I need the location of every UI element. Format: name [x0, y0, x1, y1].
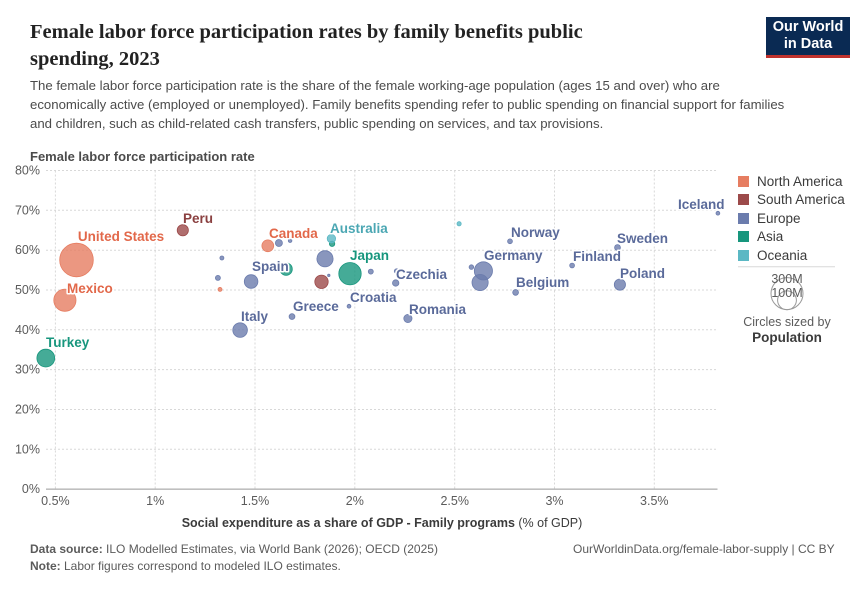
svg-text:Population: Population	[752, 330, 822, 345]
svg-text:Circles sized by: Circles sized by	[743, 315, 831, 329]
svg-text:Poland: Poland	[620, 266, 665, 281]
svg-text:30%: 30%	[15, 363, 40, 377]
svg-text:20%: 20%	[15, 403, 40, 417]
svg-text:Australia: Australia	[330, 221, 388, 236]
svg-text:Social expenditure as a share: Social expenditure as a share of GDP - F…	[182, 516, 583, 530]
svg-text:1.5%: 1.5%	[241, 494, 270, 508]
svg-text:10%: 10%	[15, 442, 40, 456]
svg-text:Germany: Germany	[484, 248, 543, 263]
svg-text:1%: 1%	[146, 494, 164, 508]
svg-text:60%: 60%	[15, 243, 40, 257]
svg-text:300M: 300M	[771, 272, 802, 286]
svg-text:50%: 50%	[15, 283, 40, 297]
svg-text:Sweden: Sweden	[617, 231, 668, 246]
svg-text:Czechia: Czechia	[396, 267, 448, 282]
svg-text:100M: 100M	[771, 286, 802, 300]
svg-text:2.5%: 2.5%	[440, 494, 469, 508]
svg-text:Japan: Japan	[350, 248, 389, 263]
svg-text:Turkey: Turkey	[46, 335, 90, 350]
svg-text:United States: United States	[78, 229, 164, 244]
svg-text:2%: 2%	[346, 494, 364, 508]
svg-text:3%: 3%	[545, 494, 563, 508]
svg-text:Romania: Romania	[409, 302, 467, 317]
svg-text:Canada: Canada	[269, 226, 318, 241]
svg-text:Iceland: Iceland	[678, 197, 725, 212]
svg-text:0.5%: 0.5%	[41, 494, 70, 508]
svg-text:Spain: Spain	[252, 259, 289, 274]
svg-text:40%: 40%	[15, 323, 40, 337]
svg-text:Belgium: Belgium	[516, 275, 569, 290]
svg-text:80%: 80%	[15, 164, 40, 178]
svg-text:Mexico: Mexico	[67, 281, 113, 296]
svg-text:Norway: Norway	[511, 225, 560, 240]
svg-text:Finland: Finland	[573, 249, 621, 264]
svg-text:Croatia: Croatia	[350, 290, 397, 305]
svg-text:Peru: Peru	[183, 211, 213, 226]
svg-text:Italy: Italy	[241, 309, 269, 324]
svg-text:0%: 0%	[22, 482, 40, 496]
svg-text:70%: 70%	[15, 203, 40, 217]
svg-text:Greece: Greece	[293, 299, 339, 314]
svg-text:3.5%: 3.5%	[640, 494, 669, 508]
